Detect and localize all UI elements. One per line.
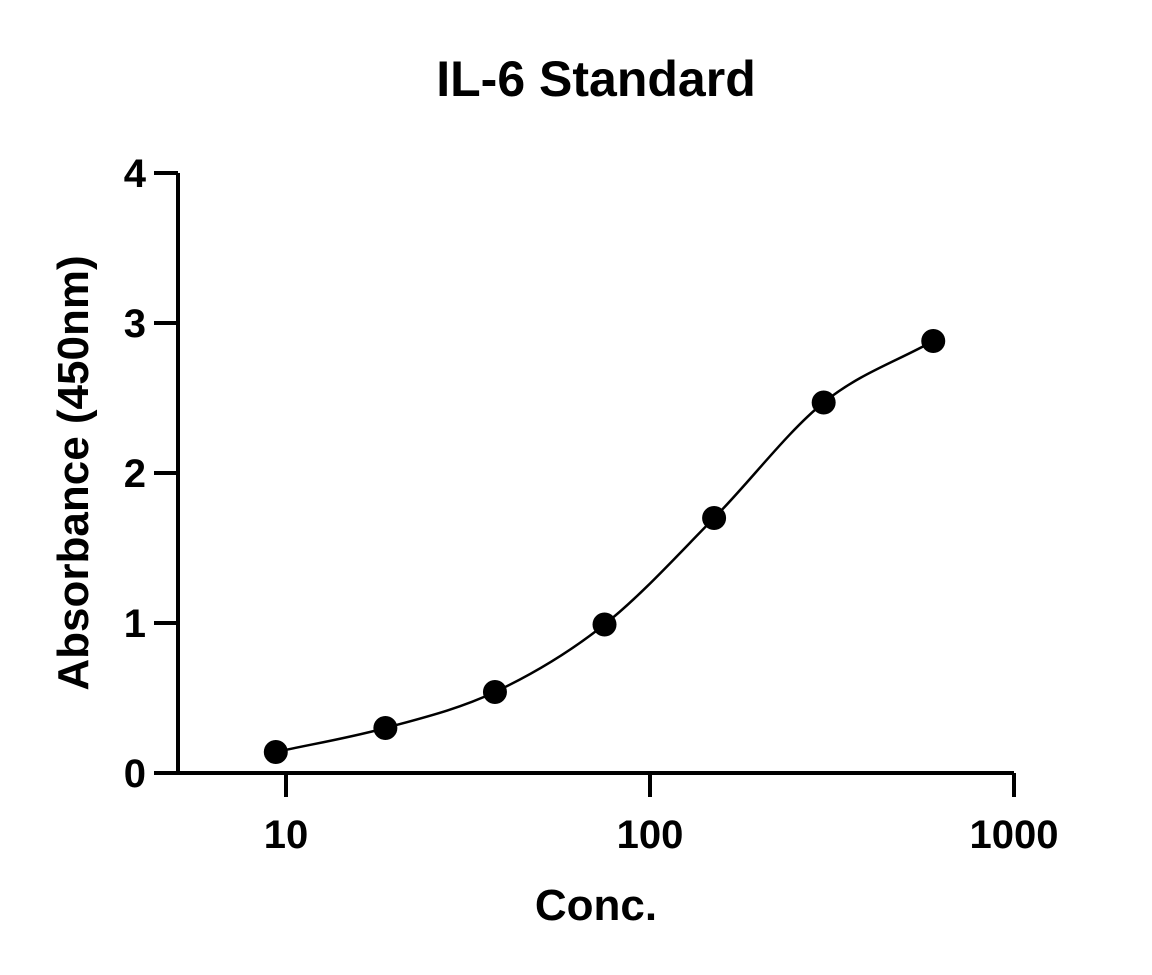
chart-title: IL-6 Standard [436,51,755,107]
y-axis-label: Absorbance (450nm) [49,255,98,690]
tick-labels: 0 1 2 3 4 10 100 1000 [124,152,1059,857]
data-points [263,329,946,764]
data-point [482,680,507,704]
data-point [702,506,727,530]
y-tick-label: 4 [124,152,147,196]
axes [176,173,1014,775]
y-tick-label: 0 [124,752,146,796]
y-tick-label: 2 [124,452,146,496]
data-point [811,390,836,415]
data-point [373,716,398,740]
x-tick-label: 10 [264,813,309,857]
y-tick-label: 1 [124,602,146,646]
x-axis-label: Conc. [535,881,657,930]
y-tick-label: 3 [124,302,146,346]
data-point [592,612,617,637]
data-point [263,740,288,764]
data-point [921,329,946,353]
x-tick-label: 100 [617,813,684,857]
x-tick-label: 1000 [970,813,1059,857]
ticks [154,171,1016,797]
